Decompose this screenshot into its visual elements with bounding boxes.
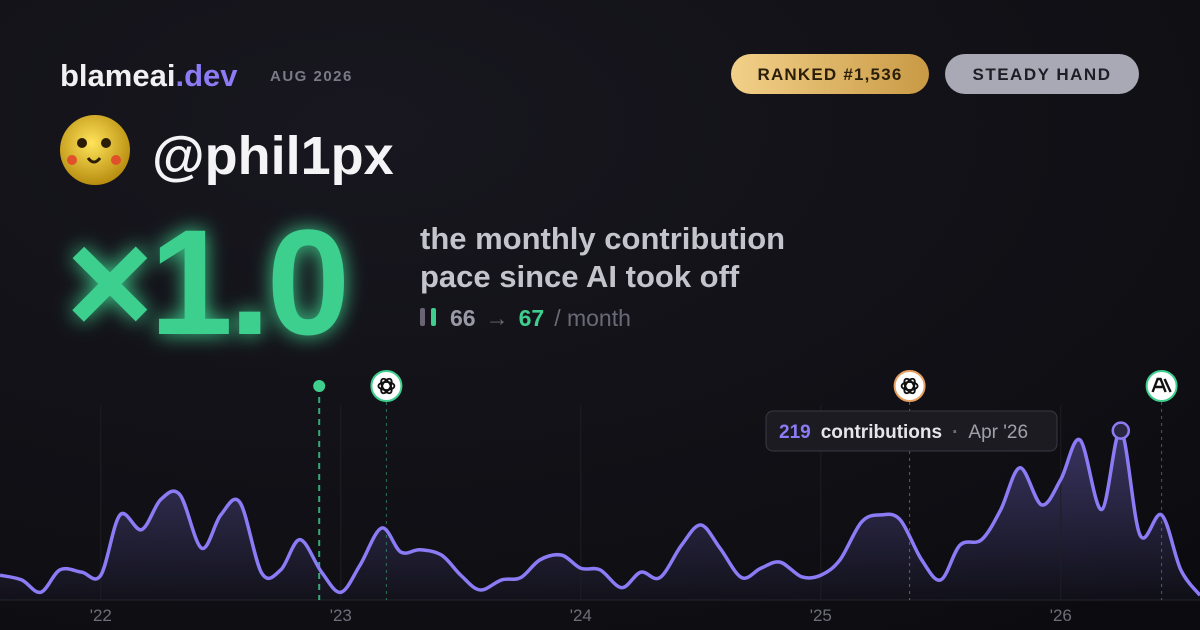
rank-badge (731, 54, 929, 94)
after-swatch (431, 308, 436, 326)
x-tick-label: '26 (1050, 606, 1072, 625)
tooltip (765, 410, 1058, 452)
event-glyph (1151, 377, 1172, 393)
brand: blameai.dev (60, 58, 238, 93)
caption-line: pace since AI took off (420, 259, 740, 294)
before-value: 66 (450, 305, 476, 331)
tooltip-separator: · (952, 422, 958, 443)
x-tick-label: '22 (90, 606, 112, 625)
event-icon (893, 370, 926, 402)
tooltip-date: Apr '26 (968, 422, 1028, 443)
handle: @phil1px (152, 126, 394, 186)
tooltip-value: 219 (779, 422, 811, 443)
tooltip-text: 219 contributions · Apr '26 (779, 422, 1028, 443)
line (0, 428, 1200, 597)
multiplier: ×1.0 (66, 198, 346, 366)
x-tick-label: '25 (810, 606, 832, 625)
after-value: 67 (519, 305, 545, 331)
before-swatch (420, 308, 425, 326)
persona-badge (945, 54, 1139, 94)
rank-badge-text: RANKED #1,536 (757, 65, 902, 84)
event-icon (370, 370, 403, 402)
brand-suffix: .dev (175, 58, 238, 93)
avatar (60, 115, 130, 185)
chart: '22 '23 '24 '25 '26 219 contributions · Apr '26 (0, 370, 1200, 625)
event-dot (313, 380, 326, 392)
brand-name: blameai (60, 58, 175, 93)
unit: / month (554, 305, 631, 331)
x-tick-label: '24 (570, 606, 592, 625)
pace-change: 66 → 67 / month (450, 305, 631, 331)
period: AUG 2026 (270, 68, 353, 85)
event-glyph (900, 377, 919, 395)
arrow: → (486, 305, 509, 331)
event-glyph (377, 377, 396, 395)
highlight-point (1111, 421, 1131, 440)
persona-badge-text: STEADY HAND (973, 65, 1112, 84)
tooltip-label: contributions (821, 422, 942, 443)
caption-line: the monthly contribution (420, 221, 785, 256)
x-tick-label: '23 (330, 606, 352, 625)
area (0, 430, 1200, 600)
